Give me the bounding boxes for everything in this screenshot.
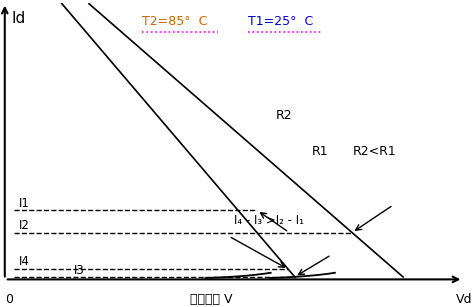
Text: R2<R1: R2<R1 xyxy=(353,145,396,158)
Text: I4: I4 xyxy=(19,255,30,268)
Text: I1: I1 xyxy=(19,197,30,210)
Text: R1: R1 xyxy=(311,145,328,158)
Text: T1=25°  C: T1=25° C xyxy=(247,15,312,28)
Text: R2: R2 xyxy=(275,109,291,122)
Text: 0: 0 xyxy=(5,293,13,306)
Text: Id: Id xyxy=(11,11,26,26)
Text: I3: I3 xyxy=(73,263,84,277)
Text: I₄ - I₃ >I₂ - I₁: I₄ - I₃ >I₂ - I₁ xyxy=(234,214,303,227)
Text: Vd: Vd xyxy=(456,293,472,306)
Text: 恒压电源 V: 恒压电源 V xyxy=(189,293,232,306)
Text: I2: I2 xyxy=(19,219,30,232)
Text: T2=85°  C: T2=85° C xyxy=(142,15,207,28)
